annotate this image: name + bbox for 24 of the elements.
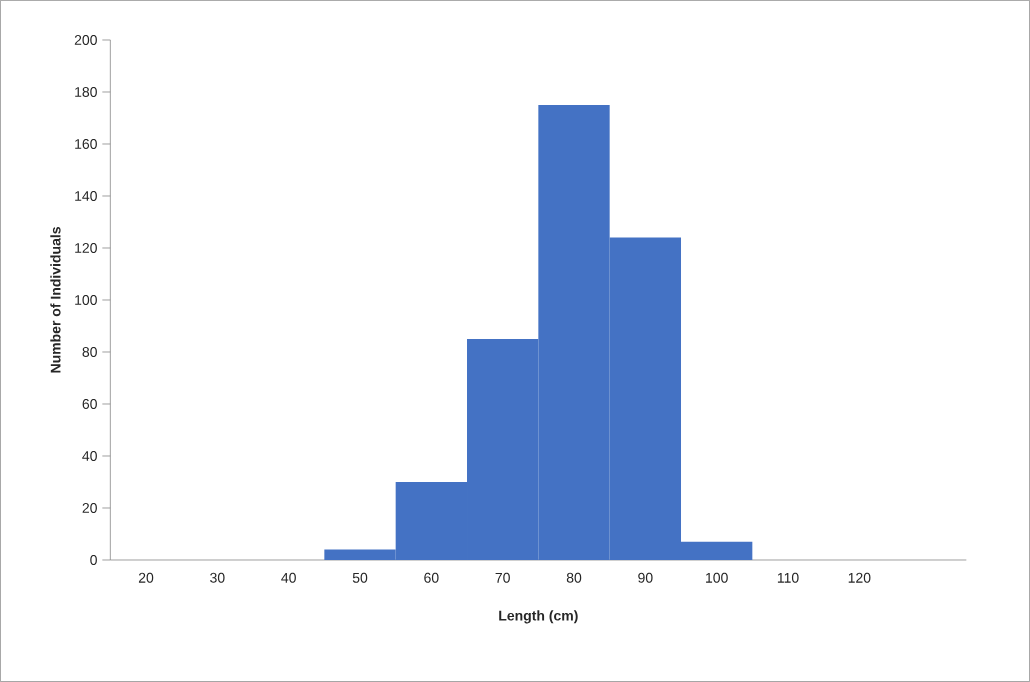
y-tick-label: 140 bbox=[75, 191, 97, 201]
x-tick-label: 90 bbox=[638, 572, 653, 583]
y-tick-label: 120 bbox=[75, 243, 97, 253]
y-tick-label: 40 bbox=[82, 451, 97, 461]
y-tick-label: 20 bbox=[82, 503, 97, 513]
x-tick-label: 70 bbox=[495, 572, 510, 583]
y-tick-label: 200 bbox=[74, 35, 97, 45]
x-tick-label: 20 bbox=[138, 572, 154, 583]
x-tick-label: 100 bbox=[706, 572, 728, 583]
y-tick-label: 180 bbox=[75, 87, 97, 97]
x-tick-label: 120 bbox=[848, 572, 871, 583]
y-tick-label: 0 bbox=[90, 555, 97, 565]
y-axis-title: Number of Individuals bbox=[50, 227, 61, 373]
x-tick-label: 110 bbox=[777, 572, 799, 583]
x-tick-label: 60 bbox=[424, 572, 439, 583]
x-tick-label: 50 bbox=[352, 572, 368, 583]
y-tick-label: 60 bbox=[82, 399, 97, 409]
x-axis-title: Length (cm) bbox=[499, 610, 578, 624]
x-tick-label: 30 bbox=[210, 572, 225, 583]
y-tick-label: 160 bbox=[75, 139, 97, 149]
y-tick-label: 80 bbox=[82, 347, 97, 357]
y-tick-label: 100 bbox=[75, 295, 97, 305]
x-tick-label: 40 bbox=[281, 572, 296, 583]
x-tick-label: 80 bbox=[566, 572, 582, 583]
